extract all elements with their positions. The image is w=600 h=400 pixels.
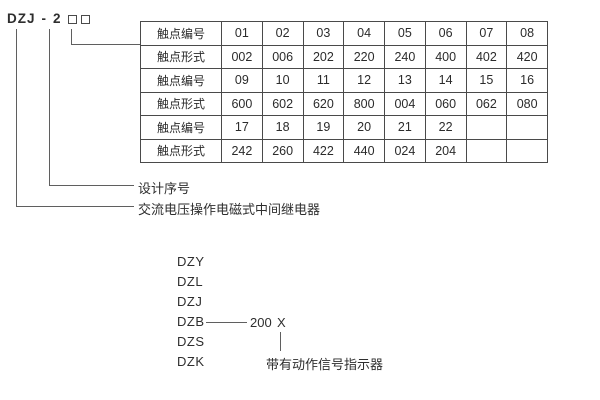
contact-cell: [465, 138, 508, 163]
contact-cell: 01: [221, 21, 263, 46]
contact-cell: 620: [302, 91, 345, 116]
contact-cell: 21: [384, 115, 426, 140]
contact-cell: 204: [424, 138, 467, 163]
callout-line-relay-type-vertical: [16, 29, 17, 206]
design-serial-label: 设计序号: [138, 181, 191, 196]
contact-cell: 16: [506, 68, 548, 93]
contact-cell: 800: [343, 91, 385, 116]
contact-cell: 402: [465, 44, 508, 69]
model-design-number: 2: [53, 11, 62, 26]
contact-cell: 062: [465, 91, 508, 116]
contact-cell: [465, 115, 508, 140]
model-series-item: DZL: [177, 274, 204, 289]
contact-cell: 11: [302, 68, 345, 93]
contact-cell: 18: [261, 115, 304, 140]
contact-cell: 400: [424, 44, 467, 69]
contact-cell: 242: [221, 138, 263, 163]
contact-cell: 02: [261, 21, 304, 46]
contact-cell: 002: [221, 44, 263, 69]
dzb-connector-line: [206, 322, 247, 323]
dzb-code: 200: [250, 315, 272, 330]
model-series-list: DZY DZL DZJ DZB DZS DZK: [177, 252, 205, 372]
contact-cell: 006: [261, 44, 304, 69]
contact-cell: 10: [261, 68, 304, 93]
model-series-item: DZB: [177, 314, 205, 329]
contact-cell: 08: [506, 21, 548, 46]
model-separator: -: [41, 11, 48, 26]
contact-table-row: 触点形式 600 602 620 800 004 060 062 080: [140, 91, 548, 116]
placeholder-box-icon: [80, 14, 90, 24]
contact-cell: 420: [506, 44, 548, 69]
variant-note-connector-line: [280, 332, 281, 351]
callout-line-contact-code-horizontal: [71, 44, 140, 45]
contact-cell: 15: [465, 68, 508, 93]
contact-table-row: 触点编号 09 10 11 12 13 14 15 16: [140, 68, 548, 93]
contact-row-label: 触点编号: [140, 68, 222, 93]
contact-row-label: 触点编号: [140, 115, 222, 140]
callout-line-design-serial-vertical: [49, 29, 50, 185]
contact-cell: 20: [343, 115, 385, 140]
contact-table: 触点编号 01 02 03 04 05 06 07 08 触点形式 002 006 202 220 240 4…: [140, 21, 548, 163]
contact-cell: 12: [343, 68, 385, 93]
contact-table-row: 触点编号 01 02 03 04 05 06 07 08: [140, 21, 548, 46]
model-series-item: DZY: [177, 254, 205, 269]
contact-table-row: 触点形式 242 260 422 440 024 204: [140, 138, 548, 163]
contact-row-label: 触点形式: [140, 138, 222, 163]
placeholder-box-icon: [67, 14, 77, 24]
contact-cell: 202: [302, 44, 345, 69]
relay-type-label: 交流电压操作电磁式中间继电器: [138, 202, 321, 217]
callout-line-contact-code-vertical: [71, 29, 72, 44]
model-designation: DZJ - 2: [7, 11, 90, 26]
contact-cell: 600: [221, 91, 263, 116]
contact-cell: 024: [384, 138, 426, 163]
contact-cell: 03: [302, 21, 345, 46]
contact-table-row: 触点编号 17 18 19 20 21 22: [140, 115, 548, 140]
contact-cell: 05: [384, 21, 426, 46]
contact-cell: 220: [343, 44, 385, 69]
contact-cell: 240: [384, 44, 426, 69]
contact-cell: 440: [343, 138, 385, 163]
contact-cell: 04: [343, 21, 385, 46]
contact-cell: [506, 115, 548, 140]
contact-cell: 060: [424, 91, 467, 116]
contact-row-label: 触点形式: [140, 91, 222, 116]
contact-cell: 09: [221, 68, 263, 93]
contact-cell: 422: [302, 138, 345, 163]
contact-cell: 602: [261, 91, 304, 116]
contact-cell: 17: [221, 115, 263, 140]
contact-row-label: 触点编号: [140, 21, 222, 46]
contact-table-body: 触点编号 01 02 03 04 05 06 07 08 触点形式 002 006 202 220 240 4…: [140, 21, 548, 163]
model-series-item: DZK: [177, 354, 205, 369]
contact-cell: 19: [302, 115, 345, 140]
callout-line-design-serial-horizontal: [49, 185, 134, 186]
contact-row-label: 触点形式: [140, 44, 222, 69]
model-series-item: DZS: [177, 334, 205, 349]
contact-cell: 080: [506, 91, 548, 116]
contact-cell: 004: [384, 91, 426, 116]
contact-cell: 13: [384, 68, 426, 93]
model-series-item: DZJ: [177, 294, 203, 309]
dzb-variant-x: X: [277, 315, 286, 330]
contact-cell: 22: [424, 115, 467, 140]
contact-cell: 06: [424, 21, 467, 46]
contact-cell: 260: [261, 138, 304, 163]
contact-cell: [506, 138, 548, 163]
contact-cell: 14: [424, 68, 467, 93]
model-prefix: DZJ: [7, 11, 36, 26]
contact-table-row: 触点形式 002 006 202 220 240 400 402 420: [140, 44, 548, 69]
contact-cell: 07: [465, 21, 508, 46]
variant-note-label: 带有动作信号指示器: [266, 357, 384, 372]
callout-line-relay-type-horizontal: [16, 206, 134, 207]
